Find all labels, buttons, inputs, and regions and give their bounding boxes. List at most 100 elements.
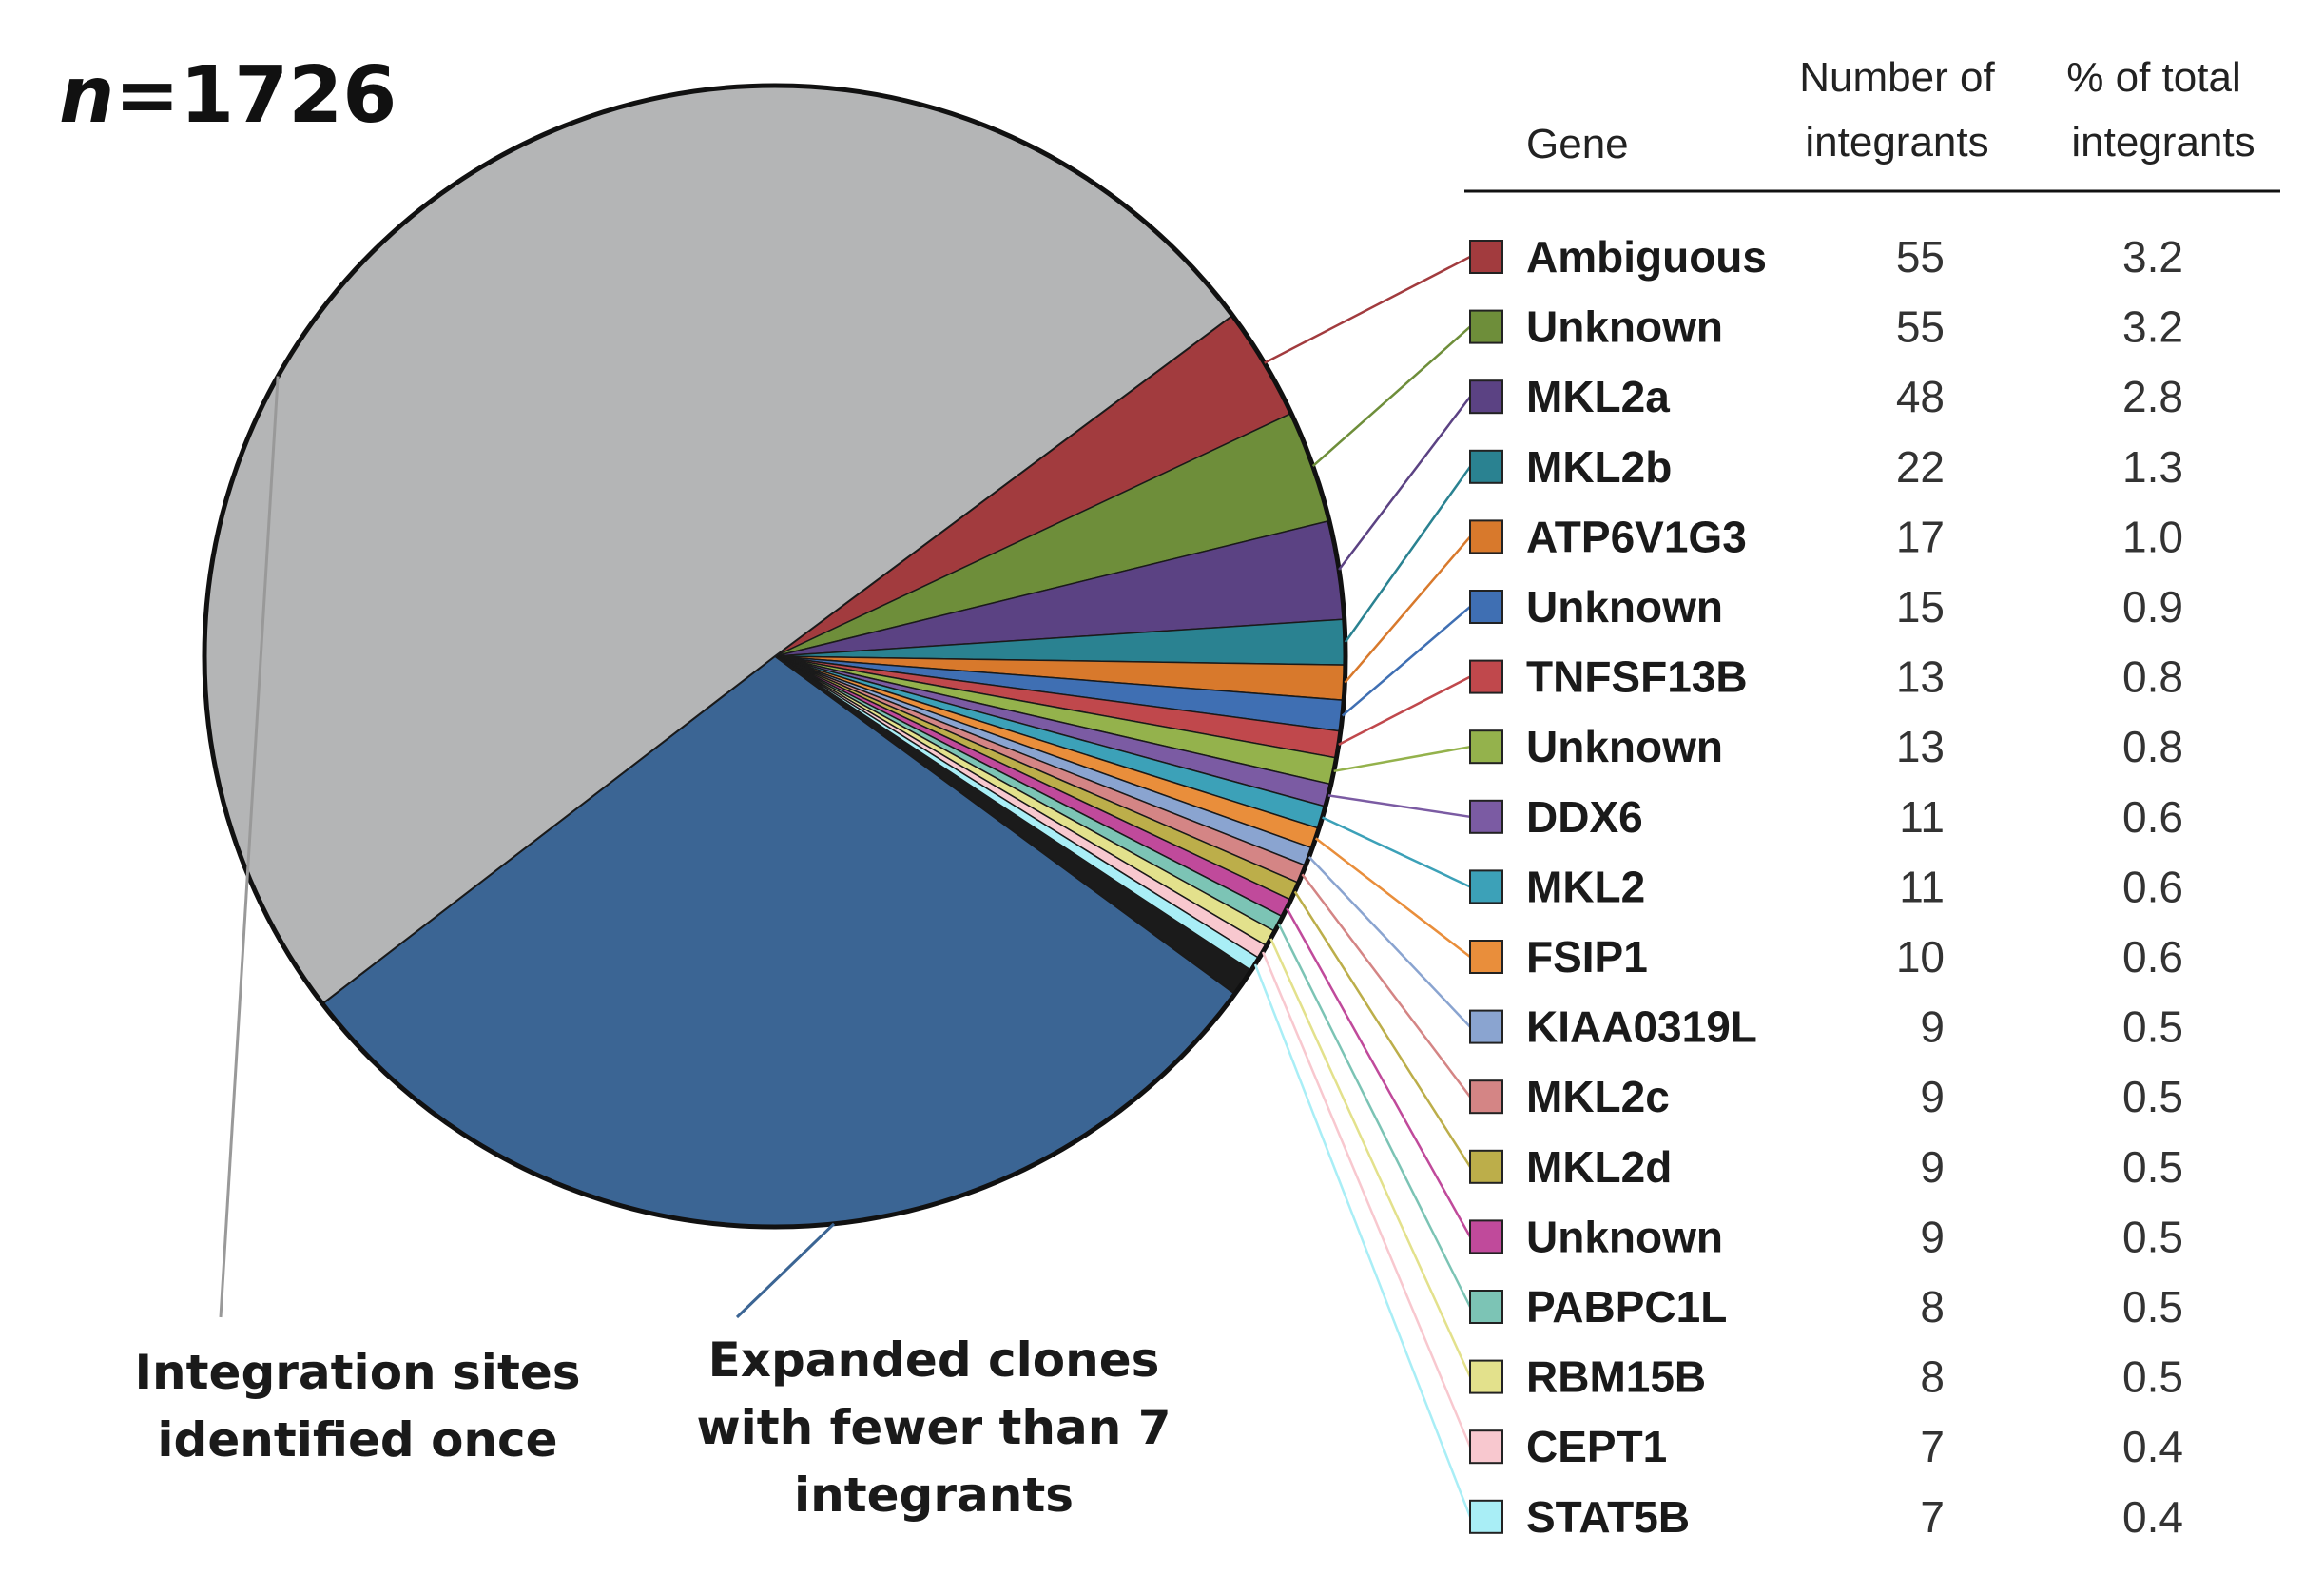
legend-swatch	[1469, 309, 1503, 344]
leader-line	[1301, 873, 1471, 1098]
annotation-once: Integration sites identified once	[134, 1345, 580, 1468]
count-value: 9	[1920, 1002, 1945, 1052]
count-value: 55	[1896, 302, 1945, 352]
legend-swatch	[1469, 1079, 1503, 1115]
percent-value: 0.8	[2122, 722, 2183, 771]
table-row: FSIP1 10 0.6	[1469, 932, 2183, 982]
leader-line-once	[219, 376, 280, 1318]
legend-swatch	[1469, 590, 1503, 624]
legend-swatch	[1469, 1009, 1503, 1044]
leader-line	[1344, 535, 1471, 684]
percent-value: 2.8	[2122, 372, 2183, 421]
table-row: Unknown 55 3.2	[1469, 302, 2183, 352]
table-row: Unknown 15 0.9	[1469, 582, 2183, 632]
table-row: Unknown 13 0.8	[1469, 722, 2183, 771]
legend-swatch	[1469, 519, 1503, 554]
table-header: Gene Number of integrants % of total int…	[1464, 54, 2280, 193]
pie-outline	[202, 83, 1348, 1230]
leader-line	[1307, 856, 1471, 1028]
legend-swatch	[1469, 1290, 1503, 1324]
leader-line-expanded	[735, 1222, 836, 1319]
header-count-line1: Number of	[1799, 54, 1995, 101]
percent-value: 0.4	[2122, 1492, 2183, 1542]
legend-swatch	[1469, 1499, 1503, 1534]
percent-value: 1.3	[2122, 442, 2183, 492]
gene-label: DDX6	[1526, 792, 1643, 842]
table-row: MKL2 11 0.6	[1469, 862, 2183, 911]
table-row: MKL2a 48 2.8	[1469, 372, 2183, 421]
pie-slice-small-clones-band	[775, 656, 1251, 995]
gene-label: PABPC1L	[1526, 1282, 1727, 1332]
gene-label: Unknown	[1526, 302, 1723, 352]
percent-value: 0.5	[2122, 1212, 2183, 1261]
annotation-once-line1: Integration sites	[134, 1345, 580, 1400]
gene-label: Unknown	[1526, 582, 1723, 632]
count-value: 17	[1896, 512, 1945, 561]
annotation-expanded-line3: integrants	[794, 1468, 1074, 1523]
gene-label: MKL2b	[1526, 442, 1672, 492]
count-value: 7	[1920, 1422, 1945, 1471]
leader-line	[1264, 255, 1471, 364]
count-value: 9	[1920, 1212, 1945, 1261]
count-value: 11	[1899, 792, 1945, 842]
legend-swatch	[1469, 240, 1503, 274]
table-row: STAT5B 7 0.4	[1469, 1492, 2183, 1542]
gene-label: TNFSF13B	[1526, 652, 1748, 702]
leader-line	[1253, 963, 1472, 1518]
legend-swatch	[1469, 1429, 1503, 1465]
percent-value: 0.5	[2122, 1002, 2183, 1052]
percent-value: 0.5	[2122, 1282, 2183, 1332]
gene-label: ATP6V1G3	[1526, 512, 1747, 561]
count-value: 7	[1920, 1492, 1945, 1542]
table-row: MKL2b 22 1.3	[1469, 442, 2183, 492]
legend-swatch	[1469, 379, 1503, 415]
table-row: TNFSF13B 13 0.8	[1469, 652, 2183, 702]
gene-label: RBM15B	[1526, 1352, 1706, 1402]
table-row: CEPT1 7 0.4	[1469, 1422, 2183, 1471]
table-row: Ambiguous 55 3.2	[1469, 232, 2183, 282]
count-value: 13	[1896, 722, 1945, 771]
legend-swatch	[1469, 1149, 1503, 1184]
n-label: n=1726	[59, 50, 397, 141]
legend-swatch	[1469, 799, 1503, 834]
gene-label: MKL2c	[1526, 1072, 1670, 1121]
gene-label: MKL2	[1526, 862, 1645, 911]
leader-line	[1341, 606, 1471, 717]
count-value: 13	[1896, 652, 1945, 702]
count-value: 22	[1896, 442, 1945, 492]
count-value: 10	[1896, 932, 1945, 982]
annotation-expanded: Expanded clones with fewer than 7 integr…	[696, 1332, 1171, 1523]
leader-line	[1311, 325, 1471, 468]
table-row: Unknown 9 0.5	[1469, 1212, 2183, 1261]
leader-line	[1286, 907, 1472, 1238]
legend-swatch	[1469, 869, 1503, 904]
count-value: 55	[1896, 232, 1945, 282]
percent-value: 0.5	[2122, 1072, 2183, 1121]
percent-value: 0.6	[2122, 862, 2183, 911]
gene-label: Ambiguous	[1526, 232, 1767, 282]
count-value: 9	[1920, 1072, 1945, 1121]
table-row: MKL2c 9 0.5	[1469, 1072, 2183, 1121]
count-value: 8	[1920, 1282, 1945, 1332]
legend-swatch	[1469, 1359, 1503, 1394]
gene-label: Unknown	[1526, 722, 1723, 771]
percent-value: 0.6	[2122, 792, 2183, 842]
leader-lines	[219, 255, 1472, 1518]
leader-line	[1269, 938, 1472, 1378]
header-count-line2: integrants	[1805, 119, 1988, 165]
header-pct-line1: % of total	[2066, 54, 2240, 101]
percent-value: 0.6	[2122, 932, 2183, 982]
percent-value: 3.2	[2122, 302, 2183, 352]
percent-value: 0.8	[2122, 652, 2183, 702]
count-value: 48	[1896, 372, 1945, 421]
gene-label: KIAA0319L	[1526, 1002, 1757, 1052]
leader-line	[1314, 837, 1471, 958]
gene-label: FSIP1	[1526, 932, 1648, 982]
gene-label: CEPT1	[1526, 1422, 1667, 1471]
table-row: DDX6 11 0.6	[1469, 792, 2183, 842]
table-row: ATP6V1G3 17 1.0	[1469, 512, 2183, 561]
leader-line	[1322, 816, 1471, 888]
percent-value: 0.5	[2122, 1352, 2183, 1402]
